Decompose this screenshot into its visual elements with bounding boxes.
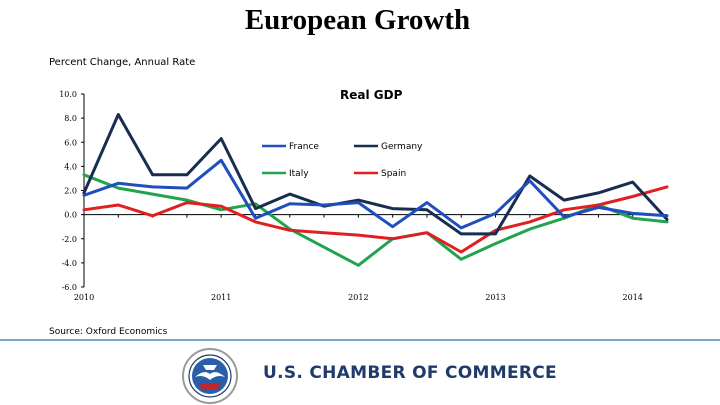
legend-label-italy: Italy <box>289 169 309 179</box>
legend-label-france: France <box>289 142 319 152</box>
series-line-germany <box>82 113 669 236</box>
y-tick-label: 4.0 <box>64 162 77 171</box>
x-tick-label: 2010 <box>74 293 94 302</box>
source-note: Source: Oxford Economics <box>49 327 168 337</box>
y-tick-label: 2.0 <box>64 187 77 196</box>
footer-rule <box>0 339 720 341</box>
x-tick-label: 2013 <box>485 293 505 302</box>
chart-axes <box>83 94 667 287</box>
series-line-france <box>82 158 669 230</box>
y-tick-label: 10.0 <box>59 90 77 99</box>
chamber-seal-logo <box>182 348 238 404</box>
legend-label-spain: Spain <box>381 169 406 179</box>
chart-series <box>82 113 669 267</box>
chart-legend: France Germany Italy Spain <box>262 142 423 179</box>
x-tick-label: 2014 <box>623 293 643 302</box>
chart-title: Real GDP <box>340 88 403 102</box>
page-title: European Growth <box>244 4 471 36</box>
legend-label-germany: Germany <box>381 142 423 152</box>
series-line-spain <box>82 185 669 254</box>
gdp-line-chart: Real GDP 10.0 8.0 6.0 4.0 2.0 0.0 -2.0 -4.0 -6.0… <box>59 88 669 302</box>
x-tick-label: 2012 <box>348 293 368 302</box>
x-tick-label: 2011 <box>211 293 231 302</box>
organization-name: U.S. CHAMBER OF COMMERCE <box>263 363 557 383</box>
chart-subtitle: Percent Change, Annual Rate <box>49 57 196 68</box>
y-tick-label: -4.0 <box>62 259 77 268</box>
y-tick-label: -2.0 <box>62 235 77 244</box>
y-tick-label: -6.0 <box>62 283 77 292</box>
y-tick-label: 6.0 <box>64 138 77 147</box>
y-tick-label: 0.0 <box>64 211 77 220</box>
y-tick-label: 8.0 <box>64 114 77 123</box>
